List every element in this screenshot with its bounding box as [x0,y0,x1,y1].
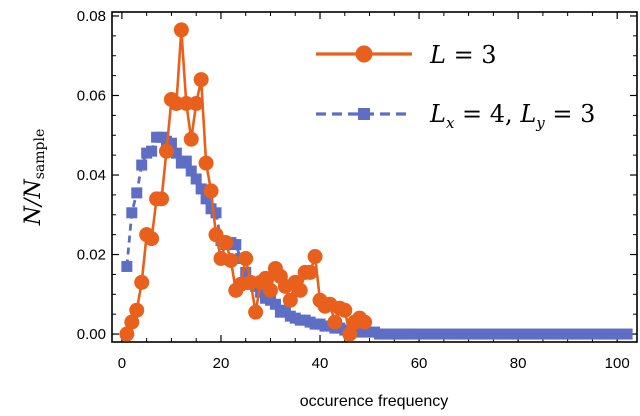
legend: L = 3 Lx = 4, Ly = 3 [316,41,595,132]
data-point [423,328,435,340]
data-point [433,328,445,340]
data-point [190,173,202,185]
data-point [258,270,274,286]
data-point [262,282,278,298]
data-point [131,187,143,199]
y-axis-title: N/Nsample [21,129,48,226]
data-point [183,131,199,147]
y-tick-label: 0.04 [77,167,106,184]
data-point [581,328,593,340]
data-point [413,328,425,340]
data-point [218,235,234,251]
data-point [502,328,514,340]
x-axis-title: occurence frequency [300,393,449,410]
data-point [357,314,373,330]
data-point [146,145,158,157]
data-point [562,328,574,340]
data-point [185,165,197,177]
legend-entry-series-0: L = 3 [316,41,497,69]
x-tick-label: 100 [605,355,630,372]
y-axis-title-sub: sample [32,129,48,180]
data-point [269,298,281,310]
data-point [129,302,145,318]
x-tick-label: 40 [312,355,329,372]
data-point [327,314,343,330]
data-point [542,328,554,340]
data-point [621,328,633,340]
legend-label-series-0: L = 3 [429,41,497,69]
y-tick-label: 0.02 [77,247,106,264]
data-point [307,249,323,265]
data-point [136,159,148,171]
data-point [492,328,504,340]
series-layer [119,22,633,342]
data-point [170,147,182,159]
data-point [463,328,475,340]
data-point [230,239,242,251]
data-point [302,264,318,280]
x-tick-label: 0 [118,355,126,372]
data-point [119,326,135,342]
data-point [134,274,150,290]
data-point [173,22,189,38]
data-point [482,328,494,340]
plot-frame [111,11,638,343]
data-point [124,314,140,330]
data-point [154,191,170,207]
svg-text:N/Nsample: N/Nsample [21,129,48,226]
series-1 [121,131,633,340]
data-point [126,207,138,219]
x-tick-label: 80 [510,355,527,372]
data-point [443,328,455,340]
data-point [195,183,207,195]
data-point [601,328,613,340]
data-point [223,252,239,268]
data-point [279,304,291,316]
data-point [572,328,584,340]
series-0 [119,22,373,342]
data-point [165,137,177,149]
data-point [203,183,219,199]
data-point [342,326,358,342]
data-point [292,282,308,298]
data-point [522,328,534,340]
data-point [210,207,222,219]
data-point [121,260,133,272]
y-tick-label: 0.00 [77,326,106,343]
x-tick-label: 60 [411,355,428,372]
data-point [193,72,209,88]
data-point [512,328,524,340]
data-point [238,251,254,267]
data-point [188,95,204,111]
data-point [591,328,603,340]
data-point [552,328,564,340]
data-point [611,328,623,340]
data-point [180,155,192,167]
x-tick-label: 20 [213,355,230,372]
data-point [473,328,485,340]
legend-marker-series-0 [355,45,373,63]
data-point [240,266,252,278]
y-tick-label: 0.08 [77,8,106,25]
data-point [255,286,267,298]
data-point [337,302,353,318]
data-point [403,328,415,340]
legend-label-series-1: Lx = 4, Ly = 3 [429,100,595,132]
data-point [158,143,174,159]
legend-marker-series-1 [358,108,370,120]
data-point [282,292,298,308]
data-point [248,304,264,320]
y-axis-title-main: N/N [21,179,46,227]
data-point [198,155,214,171]
y-tick-label: 0.06 [77,87,106,104]
data-point [453,328,465,340]
legend-entry-series-1: Lx = 4, Ly = 3 [316,100,595,132]
data-point [200,193,212,205]
data-point [532,328,544,340]
data-point [144,231,160,247]
axis-ticks: 0 20 40 60 80 100 0.00 0.02 0.04 0.06 0.08 [77,8,637,372]
